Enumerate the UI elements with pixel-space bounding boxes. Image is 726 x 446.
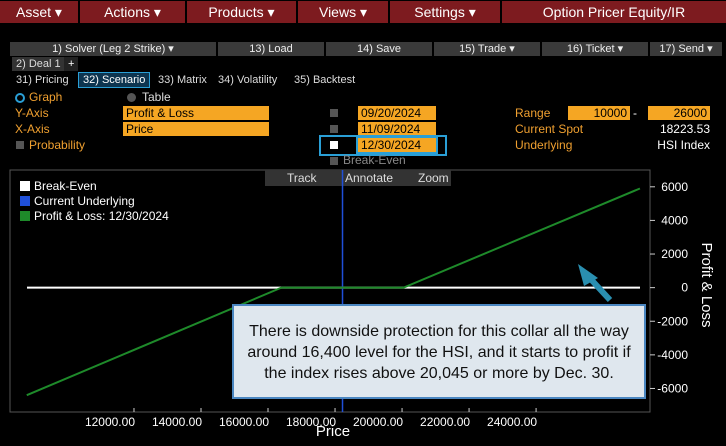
probability-checkbox[interactable] [16, 141, 24, 149]
range-separator: - [633, 106, 637, 120]
range-label: Range [515, 106, 551, 120]
break-even-checkbox[interactable] [330, 157, 338, 165]
x-axis-title: Price [316, 423, 350, 440]
spot-label: Current Spot [515, 122, 584, 136]
option-graph: Graph [29, 90, 63, 104]
y-tick-label: 6000 [661, 180, 688, 194]
menu-item[interactable]: Views ▾ [298, 1, 388, 23]
y-tick-label: -4000 [657, 348, 688, 362]
chart-tool[interactable]: Annotate [345, 171, 393, 185]
x-tick-label: 24000.00 [487, 415, 537, 429]
x-tick-label: 12000.00 [85, 415, 135, 429]
tab[interactable]: 33) Matrix [158, 74, 207, 86]
legend-swatch [20, 196, 30, 206]
date-highlight [319, 135, 447, 156]
y-axis-label: Y-Axis [15, 106, 49, 120]
y-tick-label: 4000 [661, 213, 688, 227]
date-input[interactable]: 11/09/2024 [358, 122, 436, 136]
toolbar-button[interactable]: 17) Send ▾ [650, 42, 722, 56]
x-tick-label: 18000.00 [286, 415, 336, 429]
legend-label: Current Underlying [34, 194, 135, 208]
menu-item[interactable]: Settings ▾ [390, 1, 500, 23]
spot-value: 18223.53 [659, 122, 710, 136]
toolbar-button[interactable]: 16) Ticket ▾ [542, 42, 648, 56]
date-checkbox[interactable] [330, 141, 338, 149]
tab[interactable]: 35) Backtest [294, 74, 356, 86]
tab[interactable]: 34) Volatility [218, 74, 278, 86]
break-even-option: Break-Even [343, 153, 406, 167]
toolbar-button[interactable]: 14) Save [326, 42, 432, 56]
x-tick-label: 22000.00 [420, 415, 470, 429]
arrow-head [578, 264, 598, 286]
radio-graph[interactable] [15, 93, 25, 103]
add-tab[interactable]: + [64, 57, 79, 71]
radio-table[interactable] [127, 93, 136, 102]
y-tick-label: 0 [681, 281, 688, 295]
underlying-label: Underlying [515, 138, 573, 152]
underlying-value: HSI Index [657, 138, 710, 152]
legend-label: Break-Even [34, 179, 97, 193]
annotation-box [232, 304, 646, 399]
menu-item[interactable]: Products ▾ [187, 1, 296, 23]
chart-toolbar [265, 170, 451, 186]
toolbar-button[interactable]: 1) Solver (Leg 2 Strike) ▾ [10, 42, 216, 56]
chart-tool[interactable]: Track [287, 171, 318, 185]
annotation-text: the index rises above 20,045 or more by … [264, 365, 614, 382]
chart-tool[interactable]: Zoom [418, 171, 449, 185]
legend-label: Profit & Loss: 12/30/2024 [34, 209, 169, 223]
y-axis-title: Profit & Loss [698, 242, 715, 327]
data-line [26, 187, 641, 397]
y-axis-select[interactable]: Profit & Loss [123, 106, 269, 120]
toolbar-button[interactable]: 15) Trade ▾ [434, 42, 540, 56]
date-checkbox[interactable] [330, 125, 338, 133]
menu-item[interactable]: Asset ▾ [0, 1, 78, 23]
range-to[interactable]: 26000 [648, 106, 710, 120]
app-title: Option Pricer Equity/IR [502, 1, 726, 23]
legend-swatch [20, 211, 30, 221]
y-tick-label: -2000 [657, 314, 688, 328]
date-checkbox[interactable] [330, 109, 338, 117]
deal-tab[interactable]: 2) Deal 1 [12, 57, 65, 71]
date-input[interactable]: 09/20/2024 [358, 106, 436, 120]
tab[interactable]: 31) Pricing [16, 74, 69, 86]
probability-label: Probability [29, 138, 86, 152]
annotation-text: There is downside protection for this co… [249, 323, 629, 340]
x-tick-label: 16000.00 [219, 415, 269, 429]
date-input[interactable]: 12/30/2024 [356, 136, 438, 154]
y-tick-label: 2000 [661, 247, 688, 261]
annotation-text: around 16,400 level for the HSI, and it … [247, 344, 631, 361]
option-table: Table [142, 90, 171, 104]
x-axis-label: X-Axis [15, 122, 50, 136]
x-tick-label: 14000.00 [152, 415, 202, 429]
tab[interactable]: 32) Scenario [78, 72, 151, 88]
y-tick-label: -6000 [657, 381, 688, 395]
toolbar-button[interactable]: 13) Load [218, 42, 324, 56]
x-tick-label: 20000.00 [353, 415, 403, 429]
legend-swatch [20, 181, 30, 191]
menu-item[interactable]: Actions ▾ [80, 1, 185, 23]
range-from[interactable]: 10000 [568, 106, 630, 120]
x-axis-select[interactable]: Price [123, 122, 269, 136]
